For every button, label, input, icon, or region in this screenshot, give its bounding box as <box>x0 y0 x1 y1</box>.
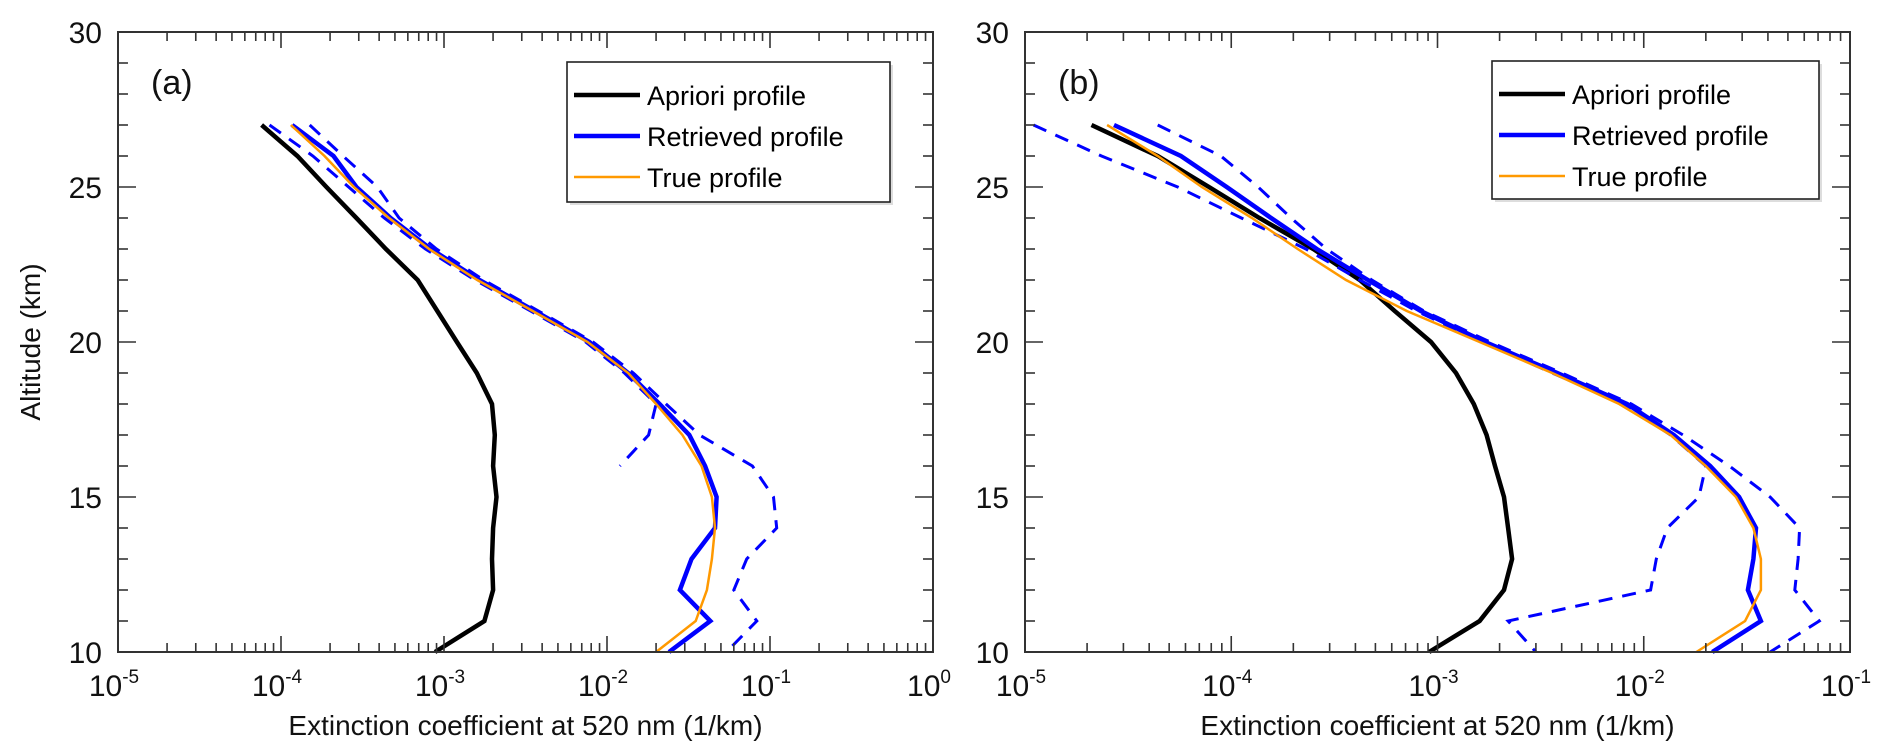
legend-label: True profile <box>1572 162 1708 192</box>
panel-label: (a) <box>151 64 193 102</box>
x-tick-label: 10-4 <box>1202 667 1253 703</box>
panel-b: 10-5 10-4 10-3 10-2 10-1 10 15 20 25 30 Extinction… <box>976 17 1872 741</box>
y-tick-label: 20 <box>69 327 102 360</box>
legend: Apriori profile Retrieved profile True pro… <box>1491 60 1822 202</box>
y-tick-label: 25 <box>69 172 102 205</box>
legend-label: True profile <box>647 163 783 193</box>
x-tick-label: 10-3 <box>1408 667 1458 703</box>
x-axis-title: Extinction coefficient at 520 nm (1/km) <box>1200 710 1674 741</box>
x-axis-title: Extinction coefficient at 520 nm (1/km) <box>288 710 762 741</box>
x-tick-label: 10-2 <box>1615 667 1665 703</box>
legend-label: Apriori profile <box>1572 80 1731 110</box>
retrieved-profile-line <box>1113 122 1764 654</box>
panel-label: (b) <box>1058 64 1100 102</box>
legend-box <box>566 61 891 203</box>
y-tick-label: 10 <box>976 637 1009 670</box>
legend-label: Apriori profile <box>647 81 806 111</box>
panel-a: 10-5 10-4 10-3 10-2 10-1 100 10 15 20 25 30 Extinct… <box>15 17 951 741</box>
x-tick-label: 10-3 <box>415 667 465 703</box>
y-axis-title: Altitude (km) <box>15 263 46 420</box>
x-tick-label: 10-5 <box>996 667 1046 703</box>
x-tick-label: 10-2 <box>578 667 628 703</box>
retrieved-upper-bound-line <box>308 123 779 654</box>
x-tick-label: 10-5 <box>89 667 139 703</box>
x-tick-label: 100 <box>907 667 951 703</box>
y-tick-label: 10 <box>69 637 102 670</box>
legend-label: Retrieved profile <box>1572 121 1769 151</box>
retrieved-lower-bound-line <box>1032 123 1708 654</box>
true-profile-line <box>290 124 717 653</box>
y-tick-label: 15 <box>976 482 1009 515</box>
x-tick-label: 10-1 <box>741 667 791 703</box>
y-tick-label: 20 <box>976 327 1009 360</box>
y-tick-label: 30 <box>69 17 102 50</box>
apriori-profile-line <box>1090 122 1515 654</box>
x-tick-label: 10-4 <box>252 667 303 703</box>
x-tick-label: 10-1 <box>1821 667 1871 703</box>
y-tick-label: 25 <box>976 172 1009 205</box>
apriori-profile-line <box>260 123 499 654</box>
legend: Apriori profile Retrieved profile True pro… <box>566 61 893 205</box>
y-tick-label: 30 <box>976 17 1009 50</box>
retrieved-upper-bound-line <box>1157 123 1822 654</box>
legend-label: Retrieved profile <box>647 122 844 152</box>
y-tick-label: 15 <box>69 482 102 515</box>
true-profile-line <box>1106 123 1763 654</box>
